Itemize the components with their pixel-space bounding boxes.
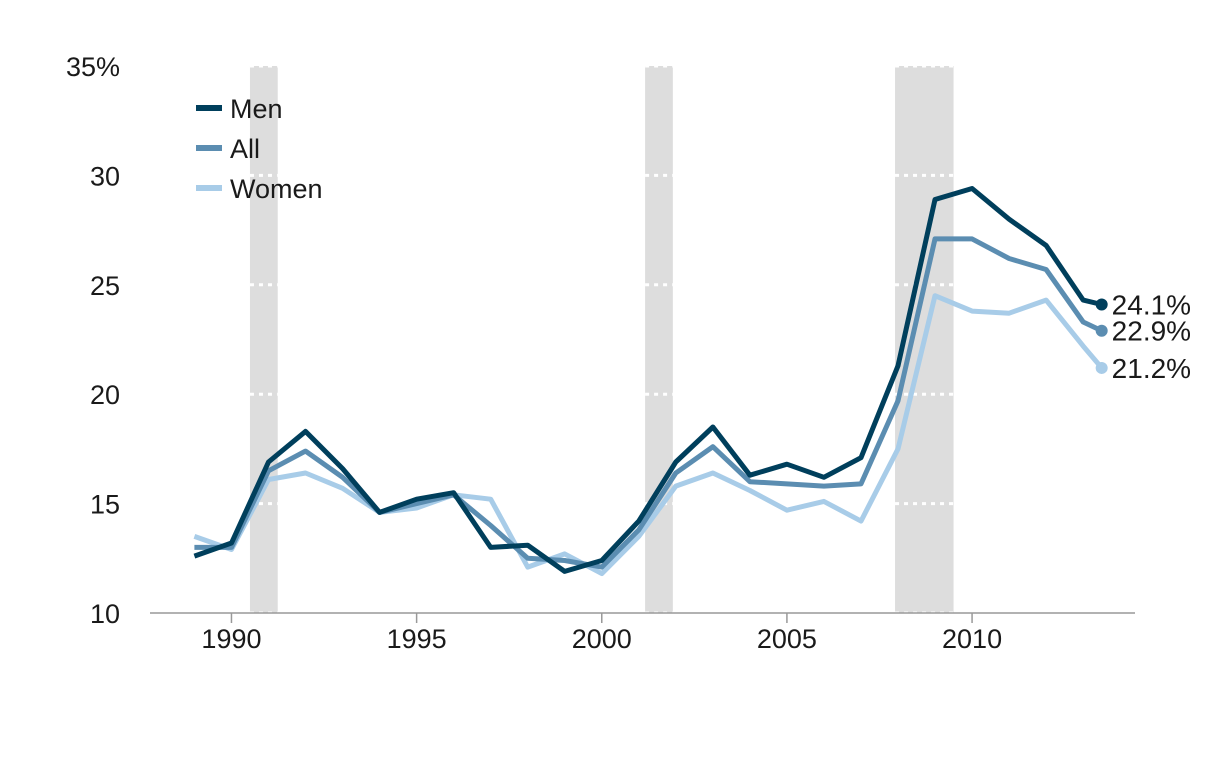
end-labels: 24.1%22.9% 21.2% (1112, 289, 1191, 383)
y-tick-label-15: 15 (90, 490, 120, 520)
legend-label-all: All (230, 134, 260, 164)
end-label-women: 21.2% (1112, 353, 1191, 384)
legend: Men All Women (196, 94, 323, 204)
series-line-all (194, 236, 1103, 570)
x-tick-label-2005: 2005 (757, 624, 817, 654)
y-tick-label-30: 30 (90, 161, 120, 191)
end-label-men: 24.1% (1112, 289, 1191, 320)
end-label-all: 22.9% (1112, 316, 1191, 347)
recession-band-2 (645, 66, 673, 613)
legend-label-men: Men (230, 94, 283, 124)
legend-label-women: Women (230, 174, 323, 204)
recession-gridlines (249, 64, 954, 615)
y-tick-label-35: 35% (66, 52, 120, 82)
recession-bands (249, 66, 954, 613)
x-tick-label-1995: 1995 (387, 624, 447, 654)
end-point-men (1095, 298, 1108, 311)
x-tick-label-2010: 2010 (942, 624, 1002, 654)
end-point-all (1095, 324, 1108, 337)
y-tick-label-10: 10 (90, 599, 120, 629)
y-tick-label-20: 20 (90, 380, 120, 410)
recession-band-1 (249, 66, 278, 613)
x-tick-label-1990: 1990 (201, 624, 261, 654)
series-line-women (193, 293, 1104, 577)
series-lines (193, 186, 1108, 577)
end-point-women (1095, 361, 1108, 374)
series-line-men (193, 186, 1103, 574)
y-tick-label-25: 25 (90, 271, 120, 301)
x-tick-label-2000: 2000 (572, 624, 632, 654)
